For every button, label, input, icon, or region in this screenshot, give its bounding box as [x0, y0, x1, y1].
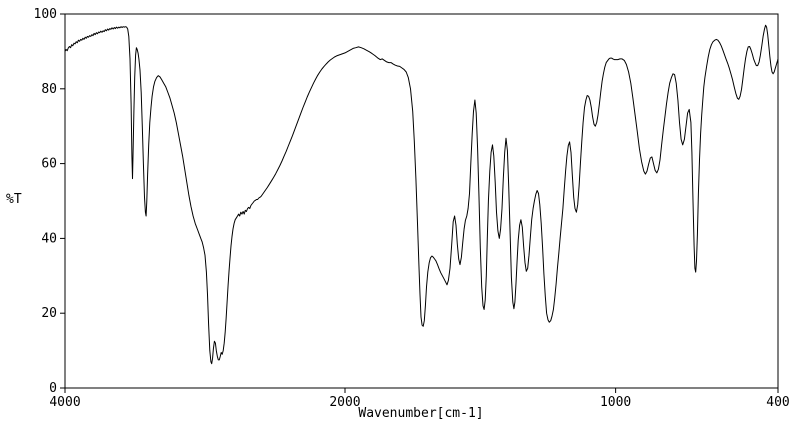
- y-tick-label: 80: [41, 82, 57, 97]
- y-tick-label: 60: [41, 157, 57, 172]
- x-tick-label: 2000: [329, 395, 360, 410]
- y-tick-label: 40: [41, 231, 57, 246]
- y-tick-label: 20: [41, 306, 57, 321]
- x-axis-label: Wavenumber[cm-1]: [358, 406, 483, 421]
- y-tick-label: 0: [49, 381, 57, 396]
- x-tick-label: 400: [766, 395, 789, 410]
- spectrum-curve: [64, 24, 779, 365]
- x-tick-label: 4000: [49, 395, 80, 410]
- x-tick-label: 1000: [600, 395, 631, 410]
- y-axis-label: %T: [6, 192, 22, 207]
- y-tick-label: 100: [34, 7, 57, 22]
- plot-frame: [64, 13, 779, 389]
